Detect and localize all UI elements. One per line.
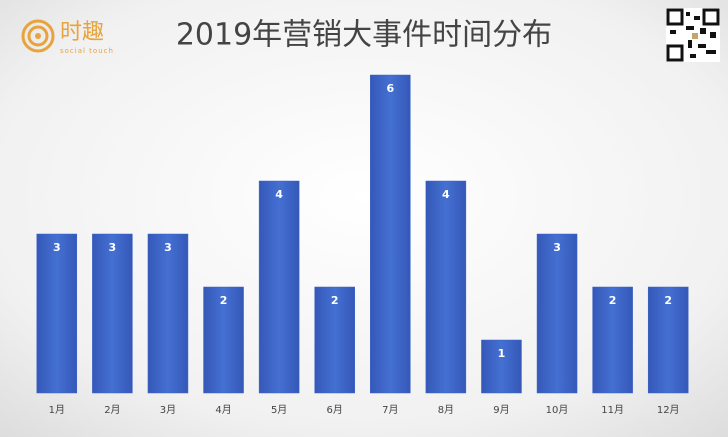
data-label: 2 (664, 294, 672, 307)
x-tick-label: 2月 (104, 404, 120, 416)
bar (425, 180, 467, 394)
data-label: 3 (553, 241, 561, 254)
data-label: 1 (498, 347, 506, 360)
data-label: 3 (164, 241, 172, 254)
bar (258, 180, 300, 394)
data-label: 2 (220, 294, 228, 307)
bar (481, 339, 522, 394)
x-tick-label: 10月 (546, 404, 569, 416)
data-label: 3 (53, 241, 61, 254)
logo: 时趣 social touch (21, 19, 114, 55)
data-label: 4 (275, 188, 283, 201)
bar (536, 233, 578, 394)
x-tick-label: 11月 (601, 404, 624, 416)
x-tick-label: 8月 (438, 404, 454, 416)
bar (370, 74, 411, 394)
bar (203, 286, 244, 394)
x-tick-label: 7月 (382, 404, 398, 416)
bar (147, 233, 189, 394)
x-tick-label: 3月 (160, 404, 176, 416)
logo-name: 时趣 (60, 20, 104, 45)
logo-tagline: social touch (60, 47, 114, 55)
bar (647, 286, 689, 394)
chart-title: 2019年营销大事件时间分布 (176, 18, 552, 53)
x-tick-label: 12月 (657, 404, 680, 416)
bar (314, 286, 355, 394)
data-label: 2 (609, 294, 617, 307)
x-tick-label: 9月 (493, 404, 509, 416)
data-label: 3 (109, 241, 117, 254)
x-tick-label: 5月 (271, 404, 287, 416)
data-label: 6 (386, 82, 394, 95)
x-tick-label: 6月 (327, 404, 343, 416)
data-label: 4 (442, 188, 450, 201)
bar (36, 233, 78, 394)
bar (592, 286, 633, 394)
x-tick-label: 4月 (215, 404, 231, 416)
data-label: 2 (331, 294, 339, 307)
bar (92, 233, 133, 394)
x-tick-label: 1月 (49, 404, 65, 416)
qr-code (666, 8, 720, 62)
